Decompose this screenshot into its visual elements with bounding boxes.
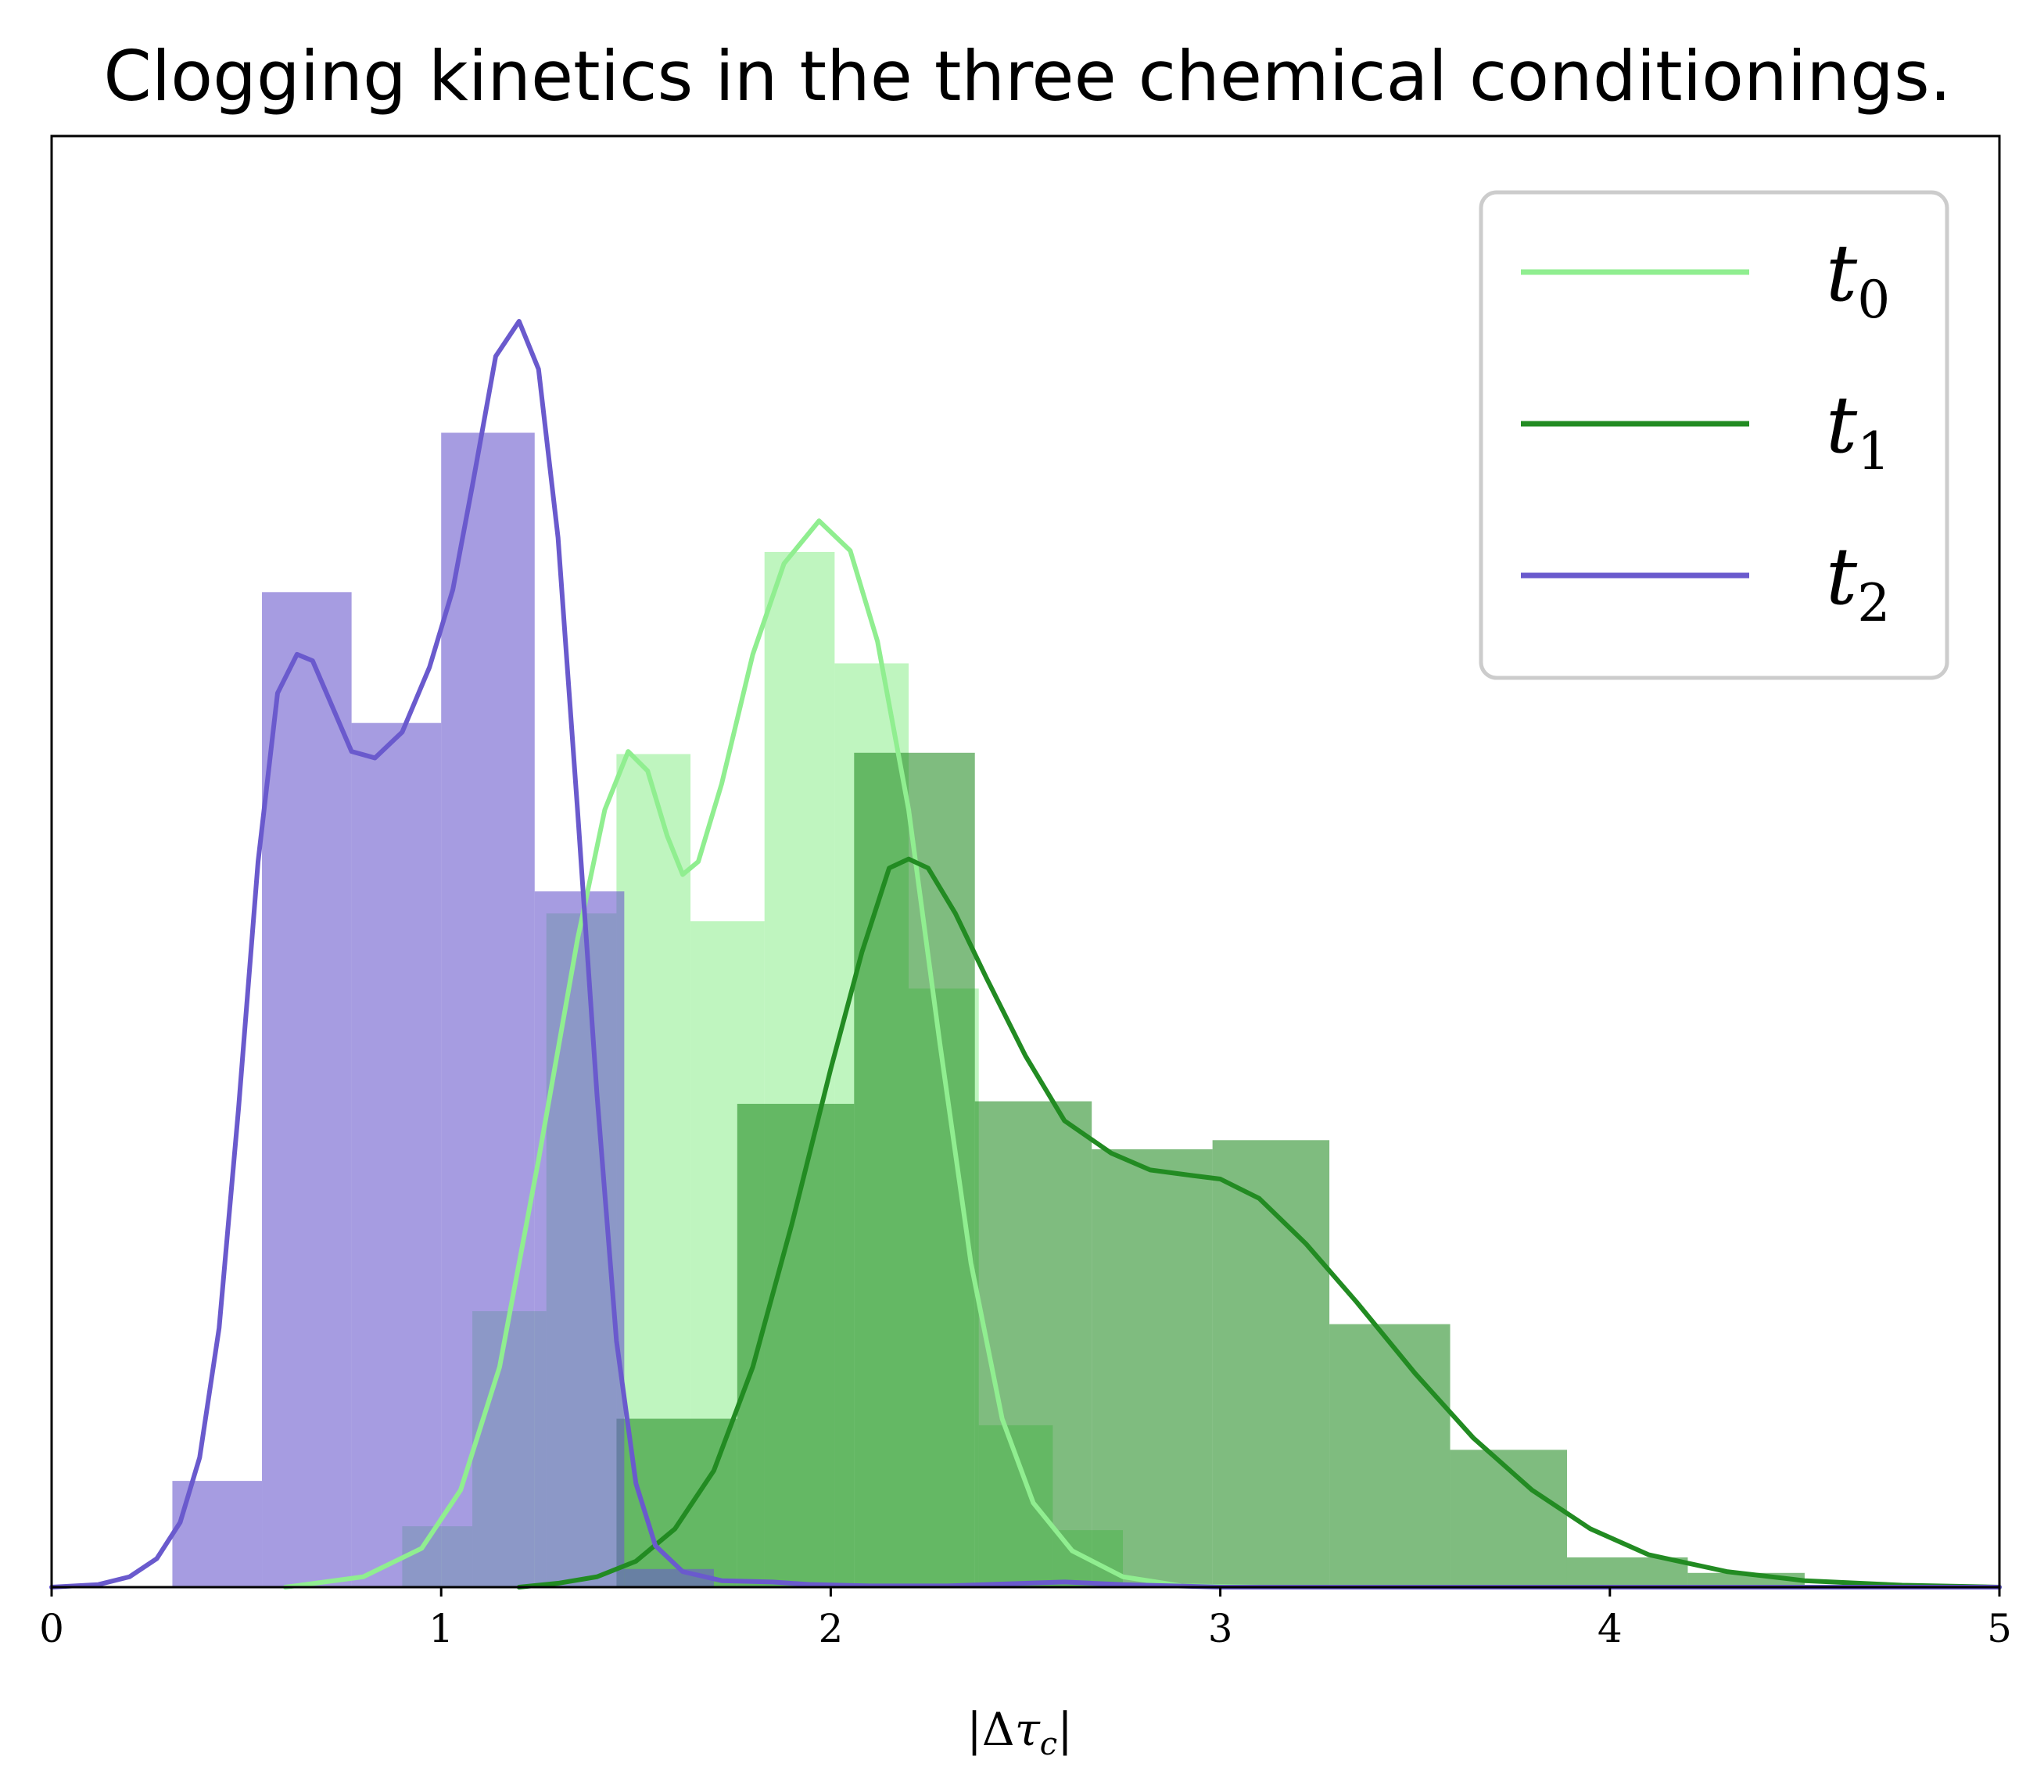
bar-t_1-5	[1212, 1140, 1330, 1587]
x-axis-label: |Δτc|	[966, 1703, 1072, 1762]
bar-t_1-8	[1566, 1557, 1688, 1587]
x-tick-label: 3	[1208, 1606, 1233, 1651]
x-axis-label-sub: c	[1040, 1726, 1057, 1762]
bar-t_1-7	[1450, 1450, 1567, 1587]
kde-lines	[49, 318, 2002, 1590]
x-tick-label: 1	[429, 1606, 454, 1651]
x-axis-label-base: τ	[1015, 1703, 1041, 1756]
bar-t_2-2	[351, 722, 442, 1587]
bar-t_2-1	[262, 592, 352, 1588]
legend: t0 t1 t2	[1479, 190, 1949, 680]
legend-box	[1479, 190, 1949, 680]
x-tick-label: 5	[1987, 1606, 2012, 1651]
kde-line-t_2	[49, 318, 2002, 1590]
bar-t_1-1	[737, 1103, 855, 1587]
plot-frame	[50, 134, 2001, 1589]
legend-label-t_0: t0	[1826, 228, 1890, 330]
x-tick-label: 0	[39, 1606, 64, 1651]
kde-line-t_0	[282, 518, 1262, 1590]
x-tick-label: 4	[1598, 1606, 1623, 1651]
legend-label-t_1: t1	[1826, 379, 1890, 482]
histogram-bars	[172, 432, 1805, 1588]
kde-line-t_1	[516, 856, 2002, 1590]
bar-t_2-3	[441, 432, 535, 1587]
x-axis: 0 1 2 3 4 5	[39, 1587, 2012, 1651]
bar-t_1-3	[974, 1101, 1092, 1587]
x-tick-label: 2	[818, 1606, 843, 1651]
bar-t_2-4	[534, 891, 625, 1587]
bar-t_1-4	[1092, 1149, 1213, 1587]
legend-label-t_2: t2	[1826, 531, 1890, 633]
plot-area	[49, 318, 2002, 1590]
chart-title: Clogging kinetics in the three chemical …	[103, 36, 1951, 116]
bar-t_1-6	[1329, 1324, 1451, 1587]
bar-t_1-2	[854, 752, 975, 1587]
